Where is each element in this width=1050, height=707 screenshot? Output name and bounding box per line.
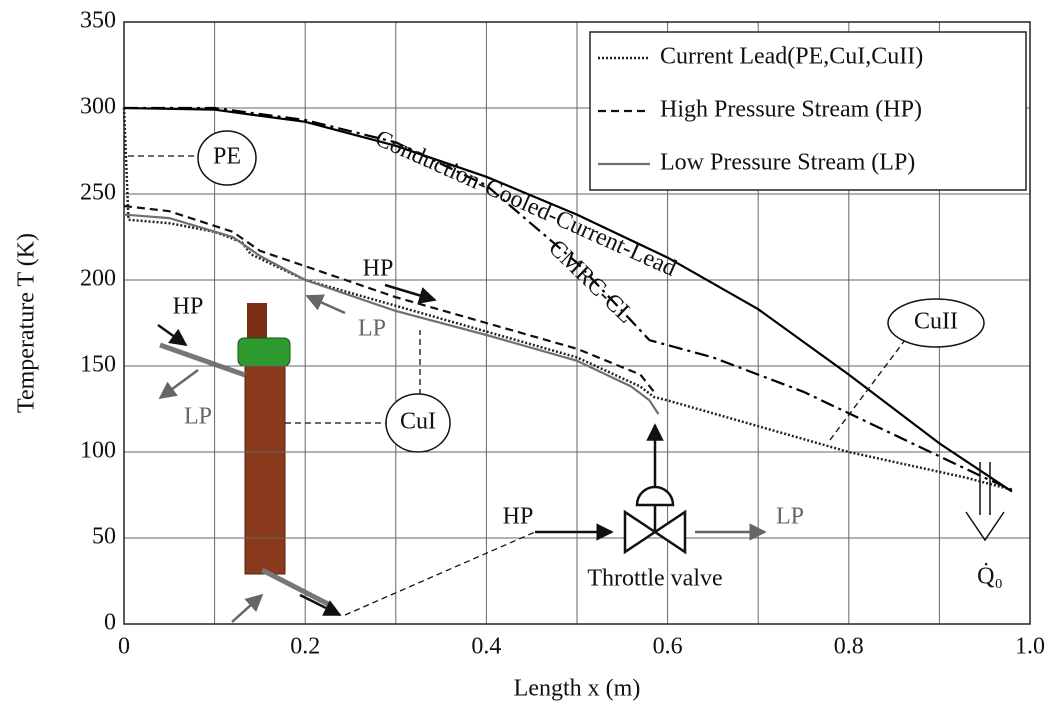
legend-label: High Pressure Stream (HP) [660, 97, 922, 123]
annotation: LP [184, 404, 212, 430]
annotation: HP [363, 256, 394, 282]
arrow [307, 296, 345, 313]
line [124, 215, 659, 415]
y-tick-label: 100 [80, 438, 116, 464]
annotation: Q̇₀ [977, 563, 1003, 590]
annotation: PE [213, 144, 241, 170]
arrow [158, 325, 186, 345]
arrow [232, 595, 262, 622]
x-tick-label: 0.4 [471, 634, 501, 660]
chart: Length x (m) Temperature T (K) 0 50 100 150… [0, 0, 1050, 707]
legend-label: Low Pressure Stream (LP) [660, 150, 915, 176]
x-tick-label: 0.8 [834, 634, 864, 660]
annotation: HP [503, 504, 534, 530]
annotation: HP [173, 294, 204, 320]
lead-illustration [160, 303, 330, 605]
annotation: CuII [914, 309, 958, 335]
annotation: CuI [400, 409, 436, 435]
annotation: Throttle valve [587, 566, 722, 592]
y-tick-label: 300 [80, 94, 116, 120]
y-tick-label: 150 [80, 352, 116, 378]
y-axis-label: Temperature T (K) [14, 233, 40, 413]
y-tick-label: 200 [80, 266, 116, 292]
x-tick-label: 0.2 [290, 634, 320, 660]
y-tick-label: 50 [92, 524, 116, 550]
arrow [160, 370, 198, 398]
y-tick-label: 250 [80, 180, 116, 206]
y-tick-label: 350 [80, 8, 116, 34]
annotation: LP [776, 504, 804, 530]
arrow [385, 285, 435, 300]
x-tick-label: 1.0 [1015, 634, 1045, 660]
legend-label: Current Lead(PE,CuI,CuII) [660, 44, 923, 70]
leader-line [830, 340, 905, 440]
valve [625, 487, 685, 552]
x-axis-label: Length x (m) [514, 676, 641, 702]
x-tick-label: 0.6 [653, 634, 683, 660]
x-tick-label: 0 [118, 634, 130, 660]
y-tick-label: 0 [104, 610, 116, 636]
leader-line [345, 532, 535, 615]
annotation: LP [358, 316, 386, 342]
